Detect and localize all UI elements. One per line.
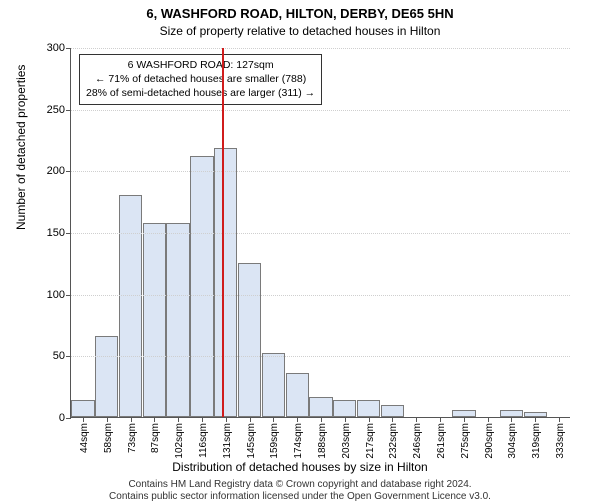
ytick-label: 300 bbox=[47, 42, 71, 54]
x-axis-label: Distribution of detached houses by size … bbox=[0, 460, 600, 474]
marker-line bbox=[222, 48, 224, 417]
xtick-mark bbox=[440, 417, 441, 422]
xtick-label: 145sqm bbox=[246, 423, 257, 459]
xtick-mark bbox=[392, 417, 393, 422]
xtick-label: 131sqm bbox=[222, 423, 233, 459]
xtick-label: 275sqm bbox=[460, 423, 471, 459]
grid-line bbox=[71, 48, 570, 49]
grid-line bbox=[71, 295, 570, 296]
xtick-label: 188sqm bbox=[317, 423, 328, 459]
bar bbox=[500, 410, 523, 417]
xtick-mark bbox=[178, 417, 179, 422]
bar bbox=[286, 373, 309, 417]
xtick-mark bbox=[131, 417, 132, 422]
xtick-mark bbox=[345, 417, 346, 422]
bar bbox=[143, 223, 166, 417]
grid-line bbox=[71, 233, 570, 234]
chart-subtitle: Size of property relative to detached ho… bbox=[0, 24, 600, 38]
bar bbox=[262, 353, 285, 417]
xtick-label: 73sqm bbox=[127, 423, 138, 453]
annotation-line: 28% of semi-detached houses are larger (… bbox=[86, 86, 315, 100]
chart-title: 6, WASHFORD ROAD, HILTON, DERBY, DE65 5H… bbox=[0, 6, 600, 21]
xtick-label: 290sqm bbox=[484, 423, 495, 459]
plot-area: 6 WASHFORD ROAD: 127sqm ← 71% of detache… bbox=[70, 48, 570, 418]
ytick-label: 200 bbox=[47, 165, 71, 177]
xtick-mark bbox=[250, 417, 251, 422]
xtick-label: 44sqm bbox=[79, 423, 90, 453]
annotation-box: 6 WASHFORD ROAD: 127sqm ← 71% of detache… bbox=[79, 54, 322, 105]
xtick-mark bbox=[226, 417, 227, 422]
bar bbox=[166, 223, 189, 417]
ytick-label: 50 bbox=[53, 350, 71, 362]
bar bbox=[71, 400, 94, 417]
bar bbox=[452, 410, 475, 417]
grid-line bbox=[71, 171, 570, 172]
bar bbox=[214, 148, 237, 417]
xtick-label: 217sqm bbox=[365, 423, 376, 459]
footer-line: Contains public sector information licen… bbox=[0, 490, 600, 503]
ytick-label: 150 bbox=[47, 227, 71, 239]
xtick-label: 246sqm bbox=[412, 423, 423, 459]
xtick-mark bbox=[416, 417, 417, 422]
bar bbox=[190, 156, 213, 417]
bar bbox=[95, 336, 118, 417]
y-axis-label: Number of detached properties bbox=[14, 65, 28, 230]
xtick-mark bbox=[154, 417, 155, 422]
bar bbox=[357, 400, 380, 417]
xtick-mark bbox=[83, 417, 84, 422]
xtick-label: 116sqm bbox=[198, 423, 209, 458]
xtick-mark bbox=[107, 417, 108, 422]
xtick-mark bbox=[369, 417, 370, 422]
ytick-label: 100 bbox=[47, 289, 71, 301]
annotation-line: ← 71% of detached houses are smaller (78… bbox=[86, 72, 315, 86]
xtick-label: 87sqm bbox=[150, 423, 161, 453]
xtick-label: 304sqm bbox=[507, 423, 518, 459]
xtick-label: 333sqm bbox=[555, 423, 566, 459]
xtick-mark bbox=[535, 417, 536, 422]
xtick-mark bbox=[559, 417, 560, 422]
xtick-label: 319sqm bbox=[531, 423, 542, 459]
xtick-mark bbox=[321, 417, 322, 422]
bar bbox=[119, 195, 142, 417]
xtick-mark bbox=[202, 417, 203, 422]
ytick-label: 250 bbox=[47, 104, 71, 116]
ytick-label: 0 bbox=[59, 412, 71, 424]
xtick-label: 102sqm bbox=[174, 423, 185, 459]
xtick-mark bbox=[464, 417, 465, 422]
xtick-label: 174sqm bbox=[293, 423, 304, 459]
bar bbox=[309, 397, 332, 417]
histogram-chart: 6, WASHFORD ROAD, HILTON, DERBY, DE65 5H… bbox=[0, 0, 600, 500]
xtick-label: 232sqm bbox=[388, 423, 399, 459]
xtick-mark bbox=[273, 417, 274, 422]
xtick-label: 159sqm bbox=[269, 423, 280, 459]
xtick-label: 58sqm bbox=[103, 423, 114, 453]
xtick-mark bbox=[297, 417, 298, 422]
xtick-mark bbox=[511, 417, 512, 422]
xtick-mark bbox=[488, 417, 489, 422]
bar bbox=[238, 263, 261, 417]
annotation-line: 6 WASHFORD ROAD: 127sqm bbox=[86, 58, 315, 72]
bar bbox=[381, 405, 404, 417]
xtick-label: 203sqm bbox=[341, 423, 352, 459]
xtick-label: 261sqm bbox=[436, 423, 447, 459]
grid-line bbox=[71, 110, 570, 111]
bar bbox=[333, 400, 356, 417]
grid-line bbox=[71, 356, 570, 357]
